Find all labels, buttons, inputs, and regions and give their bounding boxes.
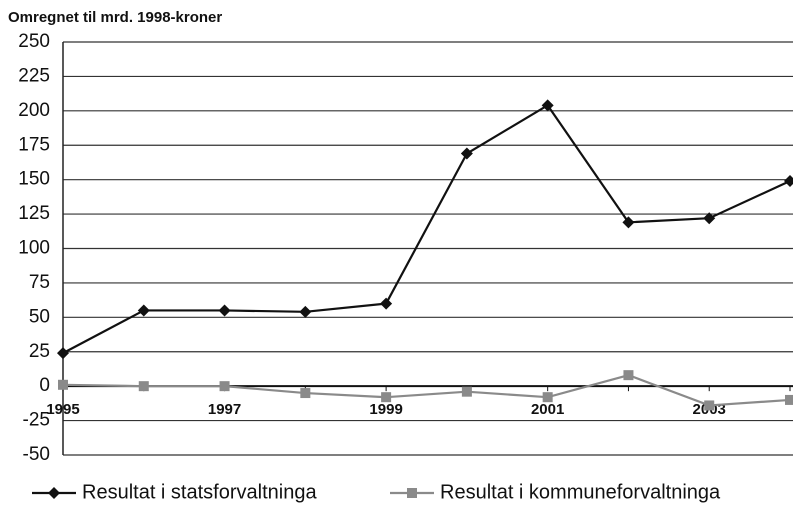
x-tick-label: 1999 <box>369 401 402 418</box>
marker <box>380 297 393 310</box>
y-tick-label: 25 <box>29 341 50 362</box>
marker <box>299 305 312 318</box>
y-tick-label: 200 <box>18 100 50 121</box>
marker <box>218 304 231 317</box>
marker <box>137 304 150 317</box>
y-tick-label: 250 <box>18 31 50 52</box>
marker <box>57 347 69 360</box>
marker <box>219 381 230 392</box>
y-tick-label: 225 <box>18 65 50 86</box>
marker <box>381 392 392 403</box>
chart-title: Omregnet til mrd. 1998-kroner <box>8 9 222 26</box>
series-line <box>62 103 791 355</box>
y-tick-label: -25 <box>23 410 50 431</box>
x-tick-label: 2001 <box>531 401 564 418</box>
marker <box>784 175 793 188</box>
y-tick-label: 175 <box>18 134 50 155</box>
y-tick-label: 75 <box>29 272 50 293</box>
x-tick-label: 1997 <box>208 401 241 418</box>
marker <box>48 487 60 499</box>
y-tick-label: -50 <box>23 444 50 465</box>
marker <box>704 400 715 411</box>
marker <box>541 99 554 112</box>
series-line <box>62 373 791 407</box>
y-tick-label: 100 <box>18 238 50 259</box>
marker <box>460 147 473 160</box>
marker <box>703 212 716 225</box>
marker <box>622 216 635 229</box>
marker <box>300 388 311 399</box>
y-tick-label: 0 <box>39 375 50 396</box>
marker <box>461 386 472 397</box>
marker <box>623 370 634 381</box>
marker <box>407 488 417 498</box>
y-tick-label: 150 <box>18 169 50 190</box>
legend-label: Resultat i kommuneforvaltninga <box>440 481 721 503</box>
marker <box>58 379 68 390</box>
marker <box>138 381 149 392</box>
y-tick-label: 125 <box>18 203 50 224</box>
x-tick-label: 1995 <box>46 401 79 418</box>
marker <box>785 394 793 405</box>
legend-label: Resultat i statsforvaltninga <box>82 481 317 503</box>
y-tick-label: 50 <box>29 306 50 327</box>
marker <box>542 392 553 403</box>
